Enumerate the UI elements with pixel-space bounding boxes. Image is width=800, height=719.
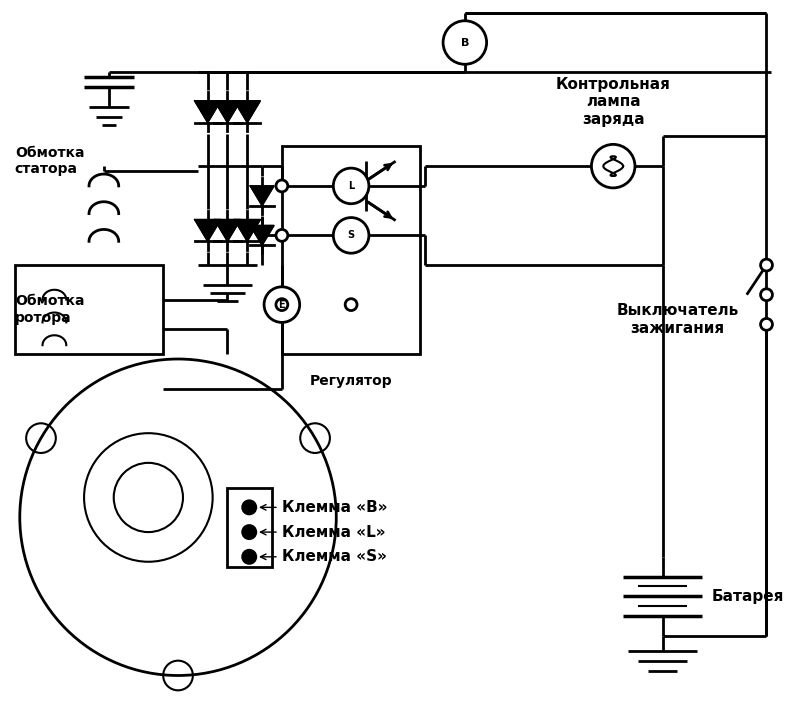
FancyBboxPatch shape xyxy=(227,487,272,567)
Circle shape xyxy=(242,550,256,564)
Circle shape xyxy=(761,319,773,330)
Circle shape xyxy=(443,21,486,64)
Polygon shape xyxy=(214,219,241,242)
Polygon shape xyxy=(250,186,274,206)
Circle shape xyxy=(334,168,369,203)
Circle shape xyxy=(264,287,300,322)
Text: E: E xyxy=(278,300,285,310)
Polygon shape xyxy=(234,219,260,242)
Text: Выключатель
зажигания: Выключатель зажигания xyxy=(616,303,738,336)
Text: Контрольная
лампа
заряда: Контрольная лампа заряда xyxy=(556,77,670,127)
Circle shape xyxy=(276,180,288,192)
Circle shape xyxy=(242,500,256,514)
Circle shape xyxy=(761,259,773,271)
Polygon shape xyxy=(234,101,260,123)
Circle shape xyxy=(276,298,288,311)
Circle shape xyxy=(345,229,357,242)
Polygon shape xyxy=(214,101,241,123)
Polygon shape xyxy=(194,101,221,123)
Circle shape xyxy=(242,525,256,539)
Text: Регулятор: Регулятор xyxy=(310,374,393,388)
Circle shape xyxy=(334,218,369,253)
Polygon shape xyxy=(194,219,221,242)
Text: Батарея: Батарея xyxy=(712,589,785,604)
Text: Обмотка
статора: Обмотка статора xyxy=(15,146,84,176)
Text: Клемма «B»: Клемма «B» xyxy=(282,500,387,515)
Circle shape xyxy=(761,289,773,301)
Text: Клемма «S»: Клемма «S» xyxy=(282,549,386,564)
Text: B: B xyxy=(461,37,469,47)
Polygon shape xyxy=(250,226,274,245)
Text: Клемма «L»: Клемма «L» xyxy=(282,525,386,539)
Circle shape xyxy=(345,180,357,192)
Circle shape xyxy=(276,229,288,242)
Circle shape xyxy=(345,298,357,311)
Circle shape xyxy=(591,145,635,188)
Text: L: L xyxy=(348,181,354,191)
Text: S: S xyxy=(347,230,354,240)
Text: Обмотка
ротора: Обмотка ротора xyxy=(15,295,84,325)
